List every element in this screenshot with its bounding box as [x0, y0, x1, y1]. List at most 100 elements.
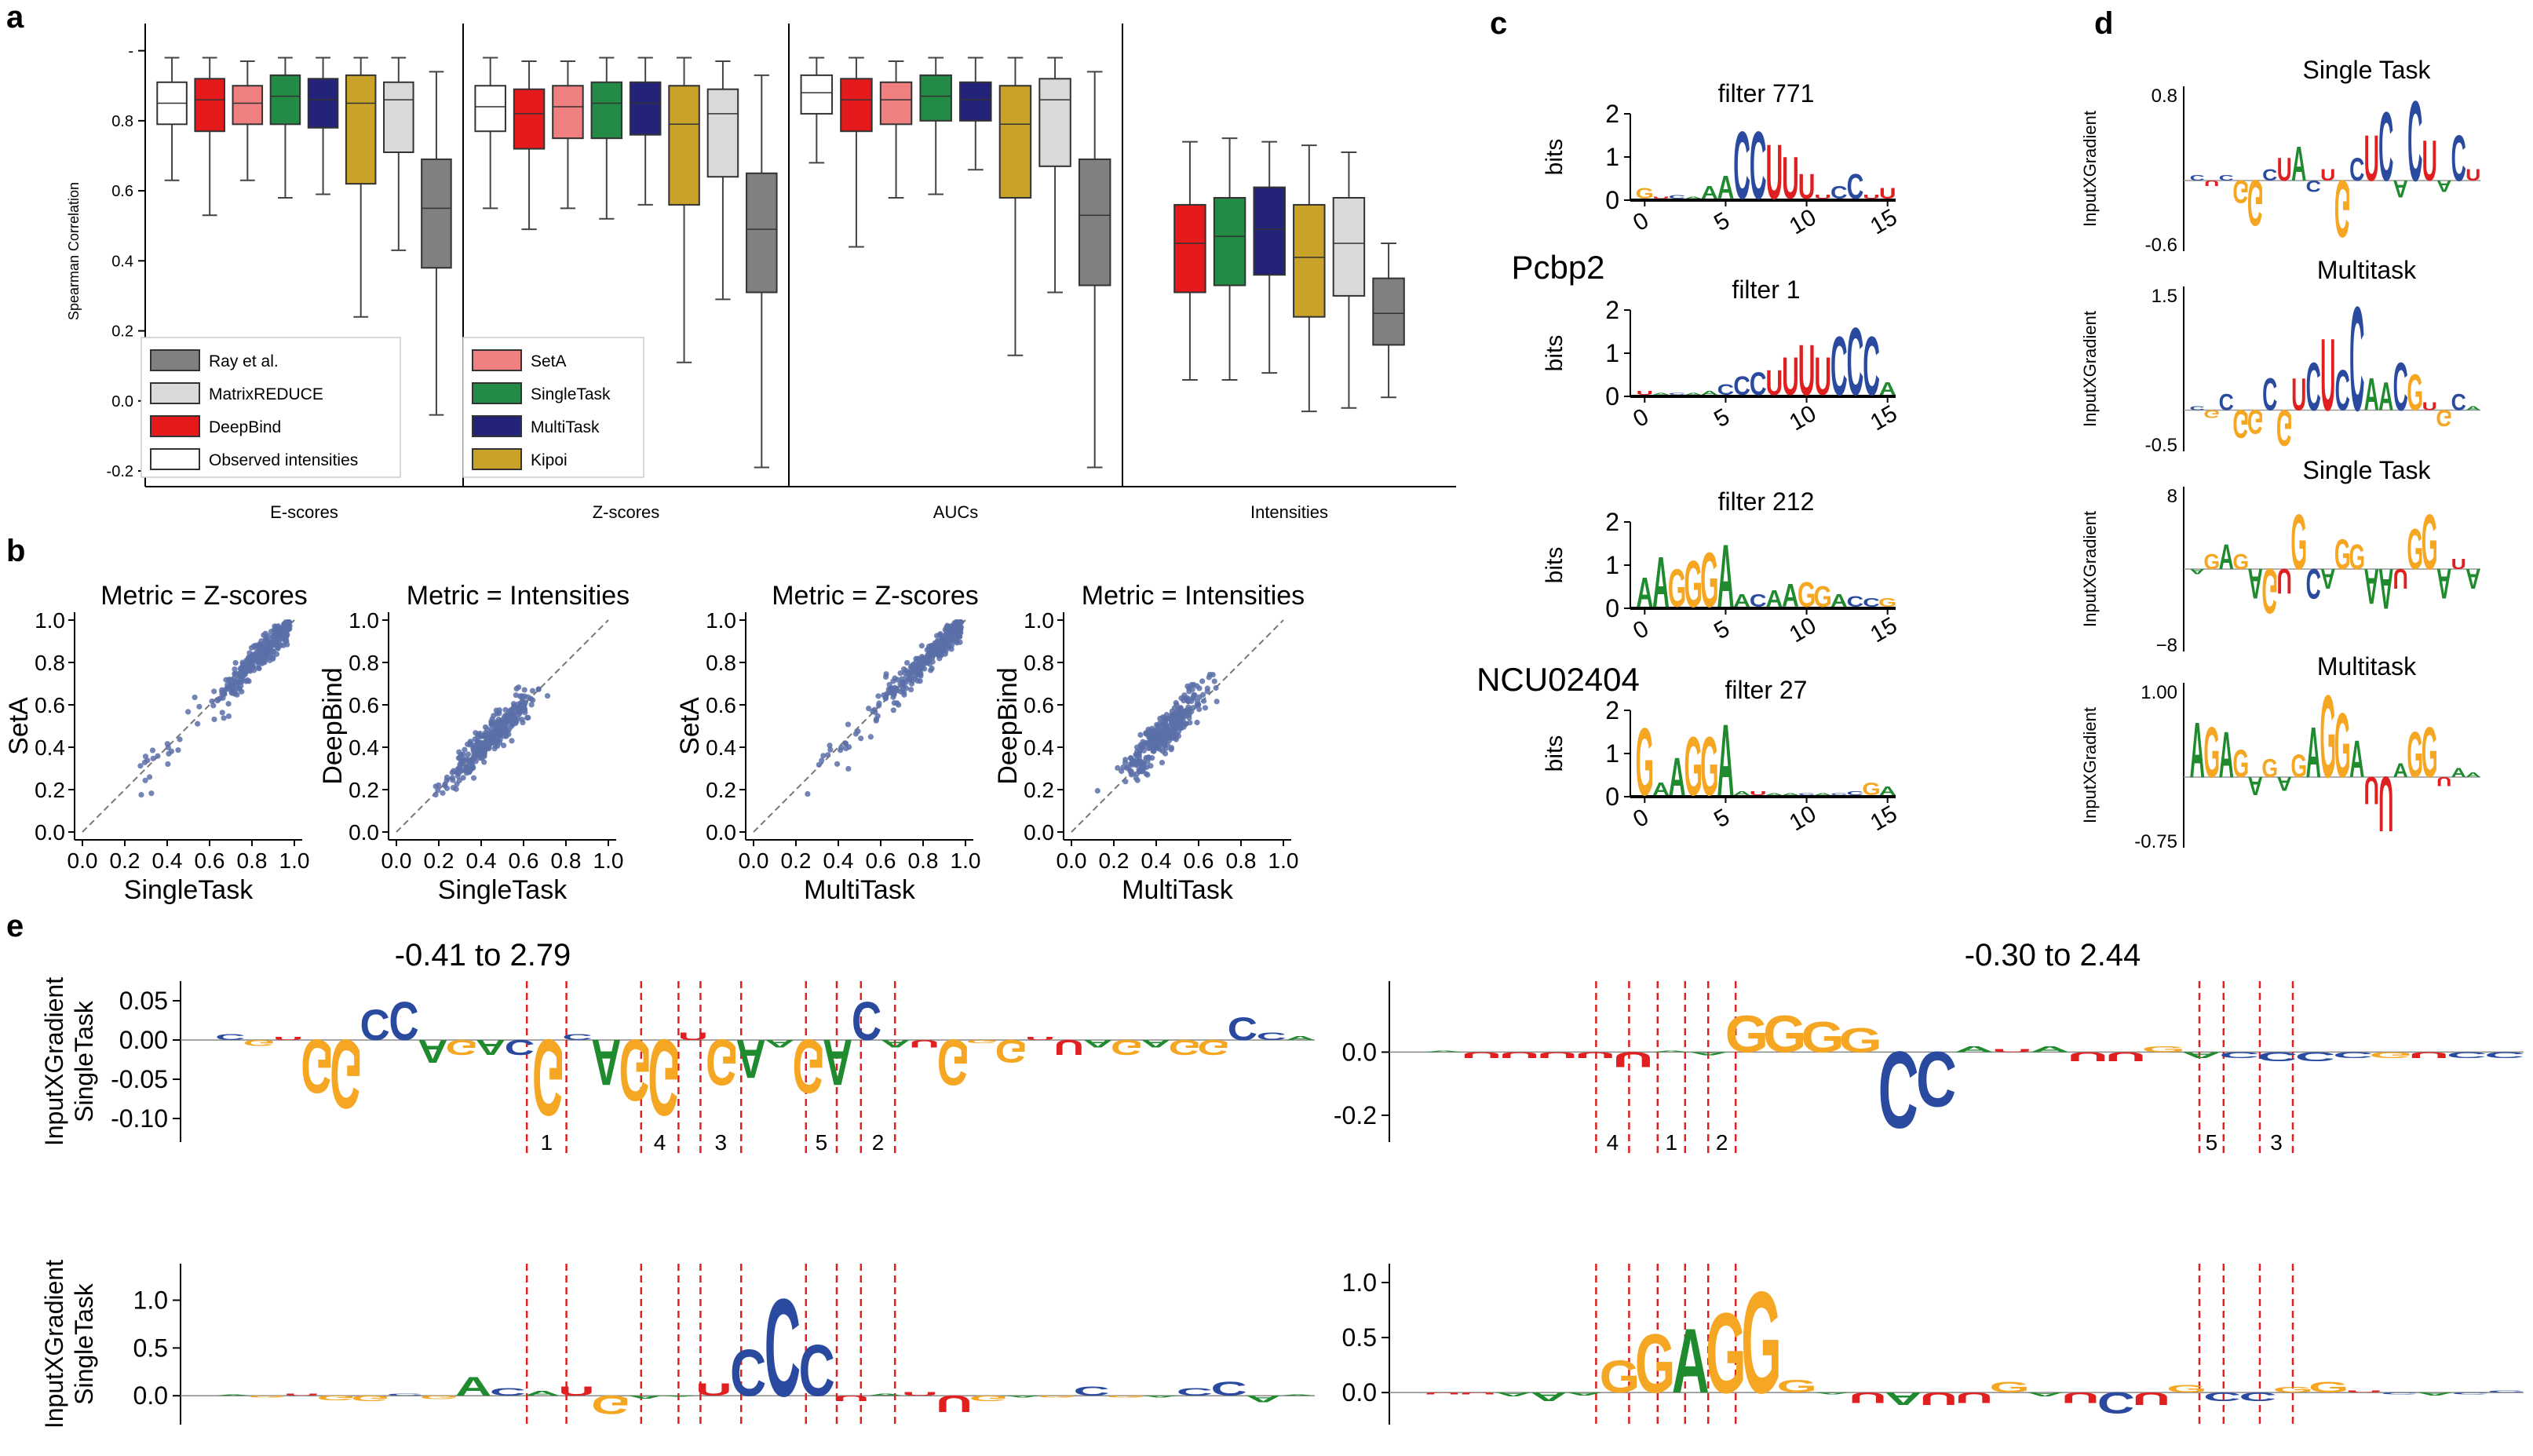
- y-axis-label: SetA: [675, 697, 705, 755]
- seq-letter-g-glyph: G: [248, 1395, 287, 1398]
- scatter-title: Metric = Intensities: [407, 581, 630, 611]
- scatter-point: [1094, 787, 1100, 794]
- scatter-point: [465, 751, 472, 757]
- attr-letter-u: U: [2320, 166, 2335, 185]
- seq-letter-a: A: [1495, 1391, 1532, 1398]
- scatter-point: [1162, 750, 1169, 757]
- logo-letter-u-glyph: U: [1765, 363, 1783, 403]
- logo-letter-c: C: [1669, 194, 1686, 199]
- logo-letter-g-glyph: G: [1700, 537, 1718, 624]
- seq-letter-u-glyph: U: [273, 1036, 303, 1041]
- seq-letter-u-glyph: U: [2409, 1050, 2450, 1060]
- scatter-point: [146, 774, 153, 780]
- scatter-point: [1201, 698, 1207, 704]
- attr-letter-g: G: [2261, 754, 2278, 783]
- legend-label: Ray et al.: [209, 352, 279, 370]
- seq-letter-u-glyph: U: [283, 1393, 319, 1396]
- attr-letter-c: C: [2393, 348, 2408, 425]
- seq-letter-g-glyph: G: [1801, 1013, 1845, 1062]
- logo-letter-g: G: [1636, 185, 1654, 202]
- attr-letter-g-glyph: G: [2422, 498, 2438, 586]
- legend-label: SingleTask: [531, 385, 611, 403]
- seq-letter-c: C: [505, 1035, 535, 1060]
- box-seta: [552, 60, 584, 210]
- logo-letter-c-glyph: C: [1717, 381, 1735, 398]
- y-axis-label: DeepBind: [993, 667, 1023, 784]
- attr-letter-g: G: [2407, 517, 2423, 582]
- scatter-point: [283, 633, 289, 640]
- seq-letter-g-glyph: G: [316, 1394, 356, 1401]
- scatter-point: [497, 729, 504, 735]
- scatter-point: [440, 790, 446, 796]
- y-tick-label: 0.0: [35, 820, 65, 845]
- scatter-point: [458, 761, 465, 767]
- box-body: [1332, 197, 1366, 297]
- seq-letter-c-glyph: C: [386, 1393, 422, 1396]
- seq-letter-u-glyph: U: [1920, 1388, 1958, 1409]
- scatter-point: [1133, 775, 1139, 781]
- seq-letter-a: A: [1688, 1051, 1729, 1056]
- x-tick-label: 1.0: [593, 848, 624, 873]
- seq-letter-g: G: [1838, 1020, 1882, 1060]
- scatter-point: [883, 692, 889, 699]
- scatter-point: [1133, 771, 1141, 777]
- seq-letter-c-glyph: C: [562, 1032, 592, 1042]
- y-tick-label: 0: [1605, 594, 1619, 622]
- seq-letter-c-glyph: C: [490, 1386, 526, 1398]
- panel-label-a: a: [6, 0, 24, 35]
- logo-letter-g-glyph: G: [1636, 708, 1654, 816]
- seq-letter-c-glyph: C: [505, 1035, 535, 1060]
- scatter-point: [1204, 685, 1210, 692]
- scatter-point: [890, 707, 896, 713]
- x-tick-label: 1.0: [1268, 848, 1299, 873]
- scatter-point: [520, 719, 526, 726]
- seq-letter-g-glyph: G: [966, 1039, 998, 1044]
- seq-letter-a-glyph: A: [1083, 1038, 1113, 1049]
- seq-letter-a: A: [881, 1038, 911, 1049]
- scatter-point: [1181, 695, 1188, 701]
- scatter-point: [529, 688, 536, 694]
- scatter-point: [487, 740, 494, 746]
- seq-letter-a: A: [1279, 1395, 1316, 1396]
- seq-letter-a: A: [1083, 1038, 1113, 1049]
- logo-letter-c: C: [1863, 319, 1880, 413]
- y-tick-label: 1: [1605, 739, 1619, 768]
- attr-letter-a: A: [2349, 730, 2364, 789]
- scatter-point: [907, 686, 914, 693]
- y-axis-label: InputXGradient: [2080, 707, 2100, 823]
- logo-letter-c-glyph: C: [1847, 167, 1864, 207]
- seq-letter-g: G: [591, 1390, 630, 1420]
- y-axis-label-line1: InputXGradient: [40, 977, 68, 1146]
- attr-letter-u: U: [2364, 768, 2379, 812]
- seq-letter-g: G: [1989, 1379, 2030, 1396]
- scatter-point: [451, 768, 457, 774]
- box-body: [1213, 197, 1246, 286]
- attr-letter-u: U: [2393, 563, 2408, 595]
- scatter-point: [890, 678, 896, 684]
- seq-letter-a: A: [1142, 1395, 1178, 1398]
- y-tick-label: 0.2: [706, 778, 736, 802]
- attr-letter-g: G: [2422, 713, 2438, 794]
- attr-letter-c: C: [2306, 559, 2321, 607]
- logo-letter-g: G: [1668, 559, 1686, 619]
- scatter-point: [903, 667, 910, 674]
- scatter-point: [925, 644, 933, 650]
- seq-letter-c-glyph: C: [2097, 1386, 2135, 1421]
- seq-letter-u-glyph: U: [1459, 1392, 1497, 1395]
- attr-letter-c: C: [2190, 173, 2206, 182]
- logo-letter-a-glyph: A: [1733, 790, 1750, 797]
- attr-letter-c: C: [2190, 405, 2205, 411]
- seq-letter-a: A: [1672, 1311, 1710, 1413]
- logo-letter-u-glyph: U: [1814, 347, 1831, 407]
- attr-letter-a: A: [2465, 563, 2480, 595]
- scatter-point: [273, 623, 279, 630]
- attr-letter-u: U: [2451, 556, 2466, 572]
- seq-letter-g: G: [351, 1394, 390, 1403]
- logo-letter-a: A: [1684, 392, 1702, 396]
- box-body: [1293, 203, 1326, 318]
- logo-letter-a: A: [1717, 525, 1735, 626]
- x-tick-label: 0.4: [1141, 848, 1172, 873]
- seq-letter-c-glyph: C: [360, 1001, 390, 1049]
- attr-letter-c-glyph: C: [2219, 389, 2234, 414]
- seq-letter-a: A: [215, 1395, 251, 1396]
